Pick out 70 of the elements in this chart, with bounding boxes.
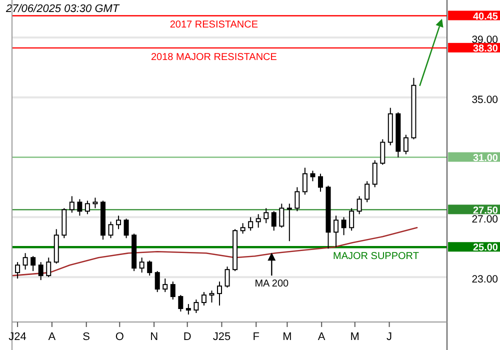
annotation: 2017 RESISTANCE (170, 20, 258, 31)
y-tick-label: 39.00 (472, 34, 498, 46)
annotation: 2018 MAJOR RESISTANCE (150, 52, 278, 63)
candlestick (217, 281, 222, 306)
x-tick-label: A (48, 331, 56, 343)
y-tick-label: 35.00 (472, 94, 498, 106)
candlestick (30, 256, 36, 272)
candlestick (108, 221, 114, 239)
ref-line-label: 27.50 (472, 205, 498, 216)
candlestick (310, 170, 316, 182)
candlestick (372, 160, 378, 188)
candlestick (15, 262, 20, 280)
x-tick-label: N (150, 331, 158, 343)
candlestick (116, 215, 122, 230)
ref-line-label: 40.45 (472, 11, 498, 22)
y-tick-label: 27.00 (472, 214, 498, 226)
candlestick (318, 173, 323, 192)
candlestick (256, 214, 261, 228)
candlestick (271, 210, 276, 232)
annotation: MA 200 (254, 278, 290, 290)
candlestick (186, 304, 191, 316)
candlestick (162, 278, 168, 293)
candlestick (240, 222, 246, 234)
ref-line-label: 31.00 (472, 152, 498, 164)
annotation: MAJOR SUPPORT (333, 251, 419, 262)
candlestick (77, 198, 82, 216)
ref-line-label: 25.00 (472, 242, 498, 254)
x-tick-label: M (350, 331, 360, 343)
candlestick (279, 203, 284, 228)
x-tick-label: M (282, 331, 292, 343)
candlestick (364, 180, 370, 203)
candlestick (224, 266, 230, 288)
x-tick-label: S (82, 331, 90, 343)
candlestick (170, 281, 176, 300)
x-tick-label: J (386, 331, 392, 343)
candlestick (209, 290, 214, 304)
x-tick-label: J25 (212, 331, 231, 343)
candlestick (349, 208, 354, 232)
candlestick (341, 216, 346, 236)
candlestick (92, 197, 98, 209)
candlestick (403, 134, 408, 155)
line-series (12, 226, 418, 276)
y-tick-label: 23.00 (472, 274, 498, 286)
candlestick (194, 299, 199, 314)
candlestick (201, 292, 206, 306)
candlestick (302, 167, 308, 196)
ref-line-label: 38.30 (472, 44, 498, 55)
candlestick (380, 138, 386, 166)
candlestick (248, 216, 254, 232)
candlestick (264, 208, 269, 224)
candlestick (38, 262, 44, 281)
x-tick-label: F (252, 331, 260, 343)
candlestick (46, 257, 52, 278)
x-tick-label: D (183, 331, 192, 343)
candlestick (334, 215, 339, 248)
annotation: 27/06/2025 03:30 GMT (5, 3, 120, 15)
candlestick (147, 260, 152, 276)
candlestick (139, 257, 144, 274)
x-tick-label: O (115, 331, 124, 343)
candlestick (178, 294, 184, 312)
candlestick (69, 196, 74, 214)
candlestick (154, 270, 160, 293)
candlestick (124, 218, 129, 239)
candlestick (356, 196, 362, 215)
candlestick (22, 252, 28, 270)
candlestick (286, 203, 292, 242)
x-tick-label: J24 (8, 331, 26, 343)
candlestick (294, 186, 300, 212)
candlestick (84, 200, 90, 215)
x-tick-label: A (318, 331, 326, 343)
